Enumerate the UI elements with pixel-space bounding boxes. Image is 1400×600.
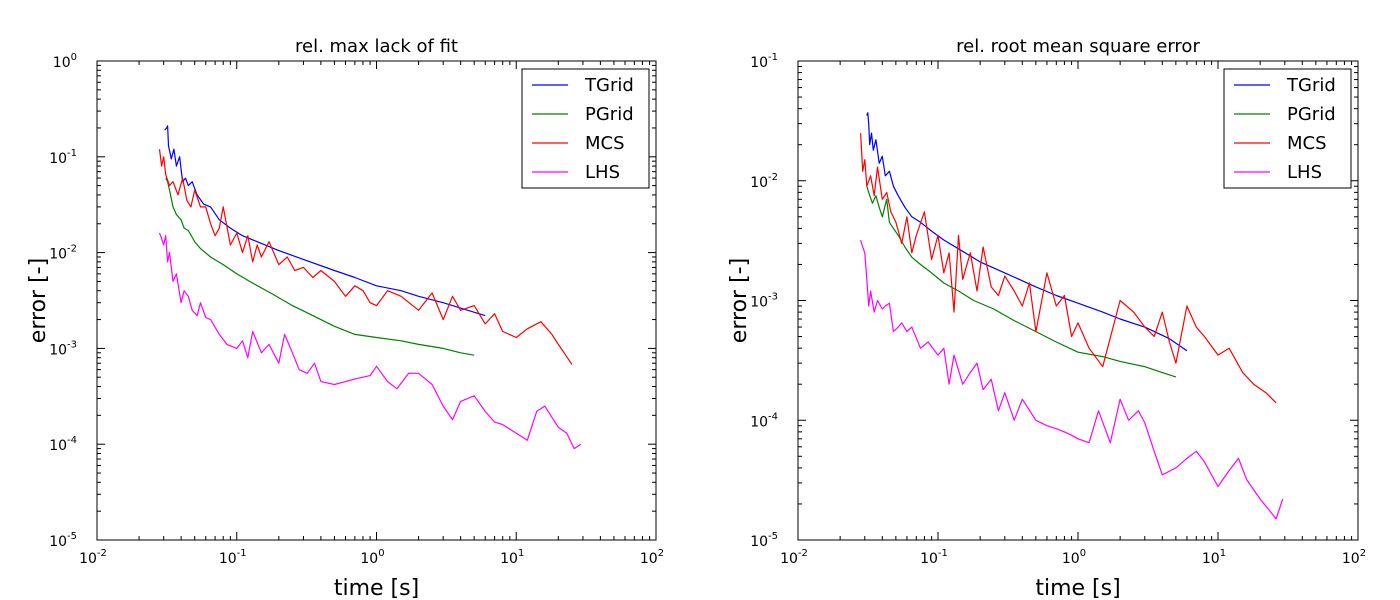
x-tick-label: 10-2 xyxy=(79,548,107,567)
legend-label-mcs: MCS xyxy=(585,133,625,154)
y-tick-label: 10-4 xyxy=(49,435,77,454)
chart-1: 10-2 10-1 100 101 102 10-5 10-4 10-3 10-2 10-1 100… xyxy=(26,36,664,600)
legend-label-tgrid: TGrid xyxy=(584,75,634,96)
legend: TGrid PGrid MCS LHS xyxy=(522,69,649,188)
chart-2: 10-2 10-1 100 101 102 10-5 10-4 10-3 10-2 10-1 rel… xyxy=(727,36,1366,600)
legend-label-lhs: LHS xyxy=(585,162,620,183)
legend: TGrid PGrid MCS LHS xyxy=(1224,69,1351,188)
x-tick-label: 101 xyxy=(500,548,524,567)
y-axis-label: error [-] xyxy=(26,258,51,343)
y-tick-label: 10-3 xyxy=(49,339,77,358)
y-tick-label: 10-3 xyxy=(750,292,778,311)
y-axis-label: error [-] xyxy=(727,258,752,343)
chart-title: rel. max lack of fit xyxy=(295,36,458,57)
y-tick-label: 100 xyxy=(53,52,77,71)
legend-label-lhs: LHS xyxy=(1287,162,1322,183)
x-tick-label: 100 xyxy=(1062,548,1086,567)
x-axis-label: time [s] xyxy=(334,576,419,600)
legend-label-mcs: MCS xyxy=(1287,133,1327,154)
x-axis-label: time [s] xyxy=(1035,576,1120,600)
chart-title: rel. root mean square error xyxy=(956,36,1200,57)
y-tick-label: 10-2 xyxy=(49,244,77,263)
x-tick-label: 100 xyxy=(360,548,384,567)
y-tick-label: 10-2 xyxy=(750,172,778,191)
y-tick-label: 10-5 xyxy=(750,531,778,550)
x-tick-label: 10-2 xyxy=(780,548,808,567)
y-tick-label: 10-1 xyxy=(750,52,778,71)
y-tick-label: 10-5 xyxy=(49,531,77,550)
legend-label-pgrid: PGrid xyxy=(1287,104,1336,125)
x-tick-label: 10-1 xyxy=(920,548,948,567)
legend-label-tgrid: TGrid xyxy=(1286,75,1336,96)
x-tick-label: 101 xyxy=(1202,548,1226,567)
x-tick-label: 102 xyxy=(640,548,664,567)
y-tick-label: 10-4 xyxy=(750,411,778,430)
x-tick-label: 102 xyxy=(1342,548,1366,567)
legend-label-pgrid: PGrid xyxy=(585,104,634,125)
y-tick-label: 10-1 xyxy=(49,148,77,167)
x-tick-label: 10-1 xyxy=(219,548,247,567)
